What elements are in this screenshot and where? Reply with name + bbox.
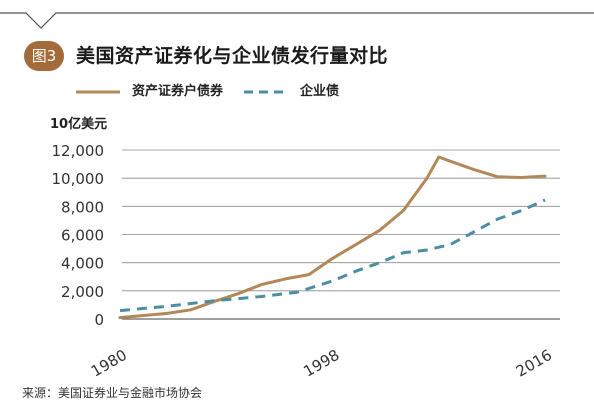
x-tick-label-1998: 1998	[300, 346, 342, 380]
chart-title: 美国资产证券化与企业债发行量对比	[76, 45, 389, 67]
header-notch-divider	[0, 12, 594, 29]
legend-swatch-solid-line	[76, 90, 120, 94]
x-tick-label-1980: 1980	[88, 346, 130, 380]
y-tick-label-6000: 6,000	[61, 227, 104, 245]
figure-number-badge: 图3	[24, 41, 64, 71]
x-tick-label-2016: 2016	[513, 346, 555, 380]
y-tick-label-12000: 12,000	[52, 142, 105, 160]
y-tick-label-4000: 4,000	[61, 255, 104, 273]
y-tick-label-2000: 2,000	[61, 283, 104, 301]
line-chart: 10亿美元 02,0004,0006,0008,00010,00012,000 …	[50, 116, 560, 380]
series-line-securitization	[118, 155, 547, 320]
y-tick-label-0: 0	[94, 311, 104, 329]
data-source-note: 来源：美国证券业与金融市场协会	[22, 386, 203, 400]
series-line-corporate-bonds	[119, 198, 546, 313]
legend-label-securitization: 资产证券户债券	[132, 84, 224, 99]
legend-label-corporate-bonds: 企业债	[300, 84, 340, 99]
y-tick-label-10000: 10,000	[52, 170, 105, 188]
legend-swatch-dashed-line	[244, 90, 288, 94]
y-tick-label-8000: 8,000	[61, 198, 104, 216]
y-axis-unit-label: 10亿美元	[50, 116, 107, 132]
